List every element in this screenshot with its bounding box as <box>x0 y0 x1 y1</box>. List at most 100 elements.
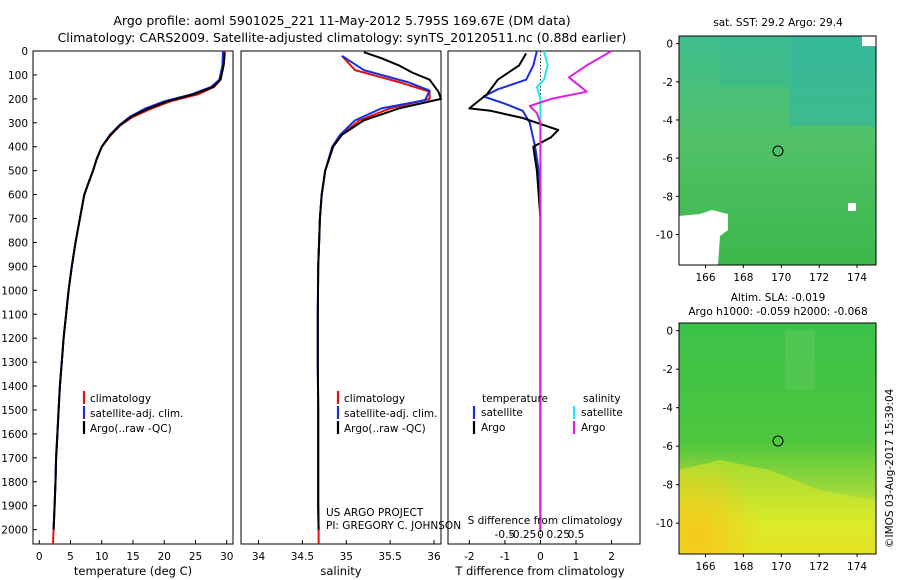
series-line <box>316 54 431 530</box>
sla-ridge <box>785 330 815 390</box>
sla-map-title-line2: Argo h1000: -0.059 h2000: -0.068 <box>688 306 867 318</box>
figure-title-line2: Climatology: CARS2009. Satellite-adjuste… <box>58 30 627 45</box>
legend-argo: Argo(..raw -QC) <box>90 423 172 435</box>
series-line <box>528 50 613 530</box>
figure-title-line1: Argo profile: aoml 5901025_221 11-May-20… <box>113 13 570 28</box>
sla-map: Altim. SLA: -0.019 Argo h1000: -0.059 h2… <box>656 292 877 573</box>
legend-argo: Argo(..raw -QC) <box>344 423 426 435</box>
legend-t-argo: Argo <box>481 422 505 434</box>
difference-x-axis: -2 -1 0 1 2 -0.5-0.25 0 0.250.5 <box>464 529 615 563</box>
sla-map-title-line1: Altim. SLA: -0.019 <box>731 292 826 304</box>
x-tick-label: 5 <box>67 551 74 563</box>
series-line <box>482 50 542 530</box>
sla-x-axis: 166 168 170 172 174 <box>695 554 867 573</box>
depth-tick-label: 800 <box>8 237 28 249</box>
lat-tick-label: -6 <box>663 441 674 453</box>
sst-frame <box>678 35 877 266</box>
argo-position-marker <box>772 145 784 157</box>
argo-position-marker <box>772 435 784 447</box>
x-tick-label: 0 <box>36 551 43 563</box>
legend-climatology: climatology <box>344 393 405 405</box>
lon-tick-label: 174 <box>847 272 867 284</box>
lon-tick-label: 174 <box>847 561 867 573</box>
depth-tick-label: 1300 <box>1 357 28 369</box>
sst-y-axis: 0 -2 -4 -6 -8 -10 <box>656 39 679 241</box>
depth-tick-label: 900 <box>8 261 28 273</box>
x-tick-label: 34 <box>252 551 266 563</box>
series-line <box>52 50 226 545</box>
x-tick-label: -1 <box>500 551 510 563</box>
lon-tick-label: 168 <box>733 272 753 284</box>
depth-tick-label: 700 <box>8 214 28 226</box>
legend-t-satellite: satellite <box>481 407 523 419</box>
depth-tick-label: 1500 <box>1 405 28 417</box>
lon-tick-label: 168 <box>733 561 753 573</box>
salinity-x-axis: 34 34.5 35 35.5 36 <box>252 540 441 563</box>
sla-hotspot <box>679 323 876 554</box>
sst-missing-data <box>679 210 728 265</box>
series-line <box>52 50 224 530</box>
lat-tick-label: -2 <box>663 364 673 376</box>
depth-tick-label: 1200 <box>1 333 28 345</box>
x-tick-label-top: -0.25 <box>509 529 536 541</box>
depth-tick-label: 1600 <box>1 429 28 441</box>
difference-panel: -2 -1 0 1 2 -0.5-0.25 0 0.250.5 temperature sal… <box>447 50 641 578</box>
temperature-x-axis: 0 5 10 15 20 25 30 <box>36 540 233 563</box>
x-tick-label: 2 <box>608 551 615 563</box>
x-tick-label-top: 0.5 <box>568 529 585 541</box>
depth-tick-label: 1100 <box>1 309 28 321</box>
depth-tick-label: 1900 <box>1 501 28 513</box>
project-credit: US ARGO PROJECT <box>326 507 424 519</box>
temperature-xlabel: temperature (deg C) <box>74 564 192 578</box>
sst-missing-cell <box>848 203 856 211</box>
sla-y-axis: 0 -2 -4 -6 -8 -10 <box>656 326 679 530</box>
salinity-xlabel: salinity <box>320 564 361 578</box>
lat-tick-label: -8 <box>663 191 673 203</box>
sst-x-axis: 166 168 170 172 174 <box>695 265 867 284</box>
lon-tick-label: 172 <box>809 561 829 573</box>
lat-tick-label: -10 <box>656 518 673 530</box>
lat-tick-label: -10 <box>656 229 673 241</box>
lat-tick-label: -6 <box>663 153 674 165</box>
legend-salinity-header: salinity <box>583 393 621 405</box>
lat-tick-label: 0 <box>666 39 673 51</box>
depth-tick-label: 1000 <box>1 285 28 297</box>
s-diff-label: S difference from climatology <box>468 515 623 527</box>
pi-credit: PI: GREGORY C. JOHNSON <box>326 520 461 532</box>
legend-satellite: satellite-adj. clim. <box>90 408 183 420</box>
sla-frame <box>678 322 877 555</box>
x-tick-label: 20 <box>158 551 171 563</box>
depth-tick-label: 1700 <box>1 453 28 465</box>
depth-tick-label: 100 <box>8 70 28 82</box>
salinity-panel: 34 34.5 35 35.5 36 salinity climatology sate… <box>240 50 461 578</box>
depth-axis: 0 100 200 300 400 500 600 700 800 900 1000 1100 1200… <box>1 46 37 537</box>
legend-s-argo: Argo <box>581 422 605 434</box>
legend-climatology: climatology <box>90 393 151 405</box>
t-diff-label: T difference from climatology <box>454 564 625 578</box>
salinity-legend: climatology satellite-adj. clim. Argo(..… <box>336 391 437 435</box>
lon-tick-label: 166 <box>695 272 715 284</box>
series-line <box>468 52 560 530</box>
sst-map: sat. SST: 29.2 Argo: 29.4 0 -2 -4 -6 -8 -10 1… <box>656 17 877 284</box>
x-tick-label-top: -0.5 <box>495 529 516 541</box>
depth-tick-label: 500 <box>8 166 28 178</box>
legend-temperature-header: temperature <box>482 393 548 405</box>
x-tick-label: 35.5 <box>378 551 401 563</box>
temperature-frame <box>32 50 234 545</box>
sst-patch <box>720 36 790 86</box>
salinity-frame <box>240 50 442 545</box>
lon-tick-label: 166 <box>695 561 715 573</box>
sst-warm-patch <box>790 36 876 126</box>
series-line <box>52 52 226 530</box>
depth-tick-label: 200 <box>8 94 28 106</box>
lat-tick-label: -8 <box>663 480 673 492</box>
lat-tick-label: 0 <box>666 326 673 338</box>
x-tick-label: 1 <box>573 551 580 563</box>
x-tick-label: 34.5 <box>291 551 314 563</box>
temperature-legend: climatology satellite-adj. clim. Argo(..… <box>82 391 183 435</box>
legend-satellite: satellite-adj. clim. <box>344 408 437 420</box>
x-tick-label: 15 <box>126 551 139 563</box>
lon-tick-label: 172 <box>809 272 829 284</box>
difference-lines <box>468 50 613 530</box>
x-tick-label: 35 <box>340 551 353 563</box>
